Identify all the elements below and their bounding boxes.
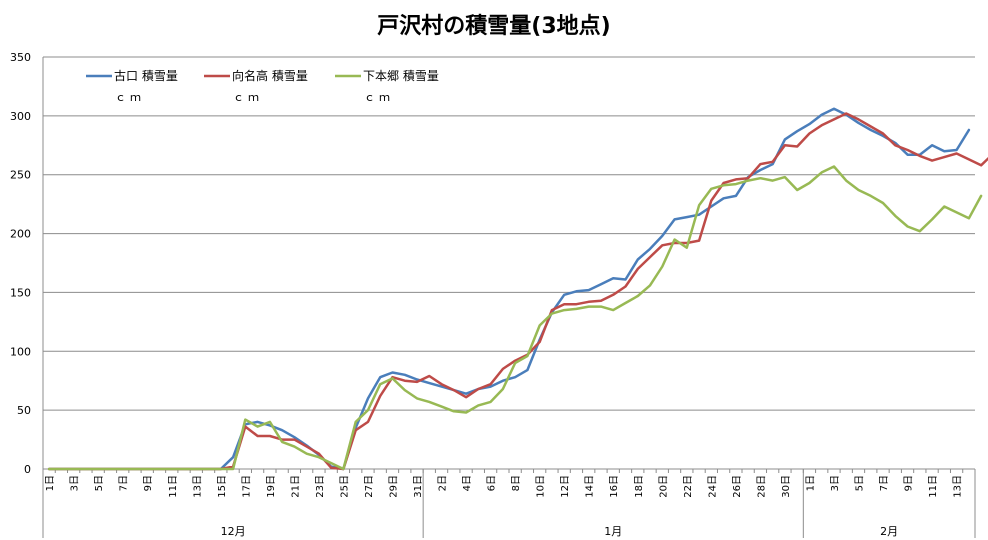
x-tick-label: 31日 [413, 475, 424, 498]
x-tick-label: 17日 [241, 475, 252, 498]
x-tick-label: 1日 [805, 475, 816, 491]
x-tick-label: 14日 [585, 475, 596, 498]
x-tick-label: 30日 [781, 475, 792, 498]
x-tick-label: 9日 [143, 475, 154, 491]
legend-label: 向名高 積雪量 [232, 68, 308, 83]
x-tick-label: 13日 [953, 475, 964, 498]
x-tick-label: 19日 [266, 475, 277, 498]
x-tick-label: 4日 [462, 475, 473, 491]
y-tick-label: 250 [10, 169, 31, 182]
x-tick-label: 13日 [192, 475, 203, 498]
x-tick-label: 11日 [168, 475, 179, 498]
x-tick-label: 3日 [830, 475, 841, 491]
series-line-3 [47, 165, 983, 471]
x-tick-label: 7日 [119, 475, 130, 491]
x-tick-label: 5日 [94, 475, 105, 491]
x-tick-label: 18日 [634, 475, 645, 498]
legend-label: 古口 積雪量 [114, 68, 178, 83]
legend-unit: ｃｍ [115, 91, 145, 104]
series-line-2 [47, 112, 988, 471]
x-tick-label: 24日 [707, 475, 718, 498]
x-tick-label: 21日 [290, 475, 301, 498]
month-label: 12月 [221, 525, 246, 538]
x-tick-label: 11日 [928, 475, 939, 498]
x-tick-label: 9日 [904, 475, 915, 491]
x-tick-label: 15日 [217, 475, 228, 498]
y-tick-label: 50 [17, 404, 31, 417]
x-tick-label: 16日 [609, 475, 620, 498]
chart-title: 戸沢村の積雪量(3地点) [377, 14, 611, 39]
month-label: 1月 [604, 525, 622, 538]
x-tick-label: 1日 [45, 475, 56, 491]
x-tick-label: 27日 [364, 475, 375, 498]
x-tick-label: 20日 [658, 475, 669, 498]
legend-label: 下本郷 積雪量 [363, 68, 439, 83]
x-tick-label: 7日 [879, 475, 890, 491]
x-tick-label: 26日 [732, 475, 743, 498]
x-tick-label: 12日 [560, 475, 571, 498]
y-tick-label: 100 [10, 345, 31, 358]
x-tick-label: 8日 [511, 475, 522, 491]
x-tick-label: 22日 [683, 475, 694, 498]
legend-unit: ｃｍ [364, 91, 394, 104]
x-tick-label: 10日 [536, 475, 547, 498]
legend-unit: ｃｍ [233, 91, 263, 104]
y-tick-label: 0 [24, 463, 31, 476]
x-tick-label: 29日 [389, 475, 400, 498]
y-tick-label: 200 [10, 228, 31, 241]
x-tick-label: 6日 [487, 475, 498, 491]
x-tick-label: 23日 [315, 475, 326, 498]
series-line-1 [47, 107, 971, 471]
x-tick-label: 28日 [756, 475, 767, 498]
y-tick-label: 300 [10, 110, 31, 123]
x-tick-label: 2日 [438, 475, 449, 491]
x-tick-label: 25日 [339, 475, 350, 498]
y-tick-label: 150 [10, 286, 31, 299]
month-label: 2月 [880, 525, 898, 538]
x-tick-label: 5日 [855, 475, 866, 491]
x-tick-label: 3日 [70, 475, 81, 491]
y-tick-label: 350 [10, 51, 31, 64]
